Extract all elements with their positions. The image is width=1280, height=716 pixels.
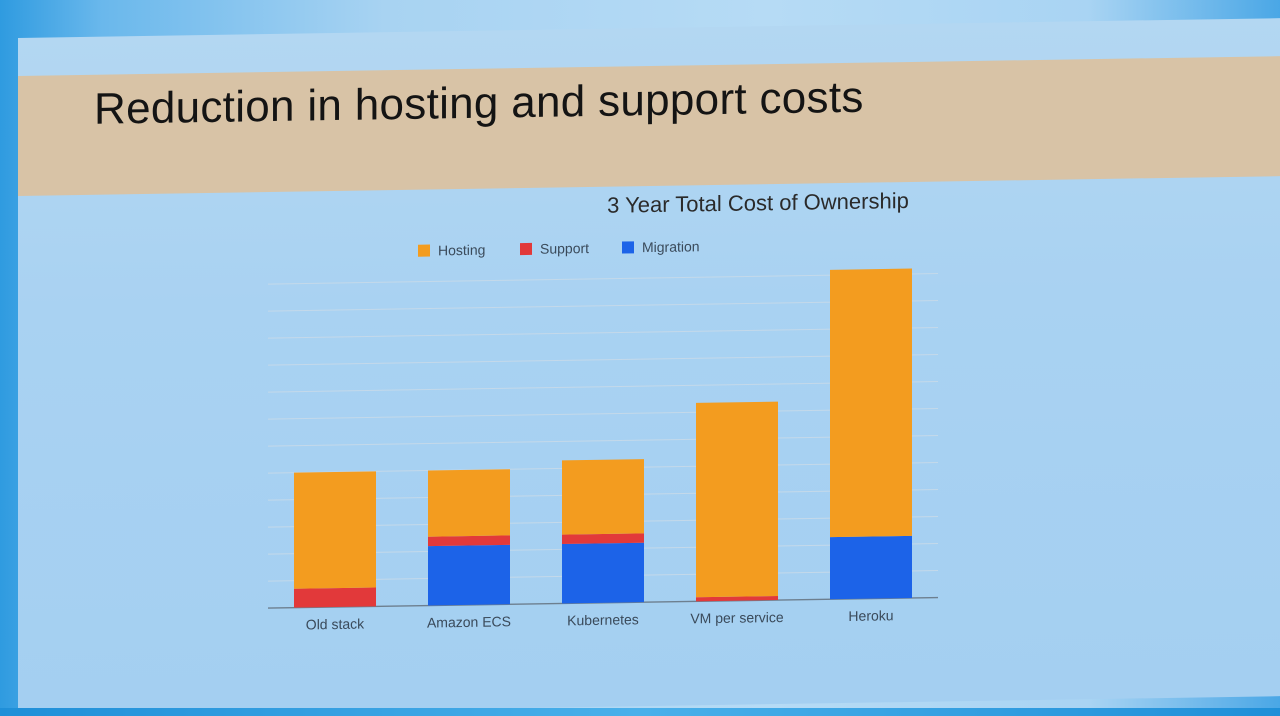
x-tick-label: Old stack	[306, 616, 365, 633]
gridline	[268, 273, 938, 285]
gridline	[268, 354, 938, 366]
bar-support-old-stack	[294, 587, 376, 608]
bar-support-amazon-ecs	[428, 535, 510, 547]
legend-label-support: Support	[540, 240, 589, 257]
legend-swatch-support	[520, 242, 532, 256]
bar-migration-heroku	[830, 535, 912, 600]
x-axis-labels: Old stack Amazon ECS Kubernetes VM per serv…	[306, 607, 894, 632]
bar-hosting-vm-per-service	[696, 401, 778, 598]
bar-migration-kubernetes	[562, 542, 644, 604]
legend-swatch-migration	[622, 241, 634, 254]
bar-hosting-old-stack	[294, 471, 376, 589]
legend-swatch-hosting	[418, 244, 430, 257]
screen-bottom-edge	[0, 708, 1280, 716]
bar-support-vm-per-service	[696, 596, 778, 602]
gridline	[268, 327, 938, 339]
chart-bars	[294, 268, 912, 608]
gridline	[268, 408, 938, 420]
chart-legend: Hosting Support Migration	[418, 238, 700, 258]
gridline	[268, 381, 938, 393]
chart-area: 3 Year Total Cost of Ownership Hosting Su…	[18, 18, 1280, 716]
stacked-bar-chart: 3 Year Total Cost of Ownership Hosting Su…	[268, 188, 938, 632]
x-tick-label: VM per service	[690, 609, 784, 626]
bar-support-kubernetes	[562, 533, 644, 545]
gridline	[268, 300, 938, 312]
bar-hosting-heroku	[830, 268, 912, 538]
x-tick-label: Heroku	[848, 607, 893, 624]
x-tick-label: Amazon ECS	[427, 613, 511, 630]
x-tick-label: Kubernetes	[567, 611, 639, 628]
chart-title: 3 Year Total Cost of Ownership	[607, 188, 909, 218]
bar-hosting-kubernetes	[562, 459, 644, 535]
presentation-slide: Reduction in hosting and support costs 3…	[18, 18, 1280, 716]
legend-label-hosting: Hosting	[438, 242, 485, 259]
gridline	[268, 435, 938, 447]
bar-migration-amazon-ecs	[428, 544, 510, 606]
legend-label-migration: Migration	[642, 238, 700, 255]
bar-hosting-amazon-ecs	[428, 469, 510, 537]
